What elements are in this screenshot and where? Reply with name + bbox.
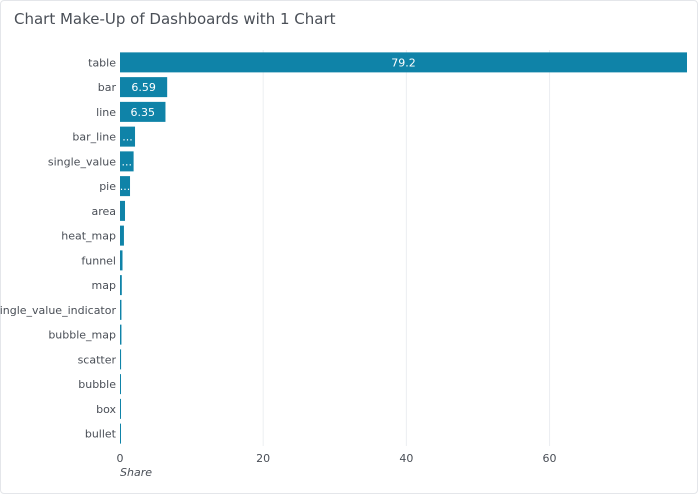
- data-label: ...: [122, 155, 133, 168]
- category-label: bullet: [85, 428, 117, 441]
- bar-table[interactable]: [120, 52, 687, 73]
- x-tick-label: 20: [256, 452, 270, 465]
- data-label: 6.35: [130, 106, 155, 119]
- category-label: funnel: [81, 254, 116, 267]
- bar-bullet[interactable]: [120, 423, 121, 444]
- data-label: ...: [120, 180, 131, 193]
- bar-bubble[interactable]: [120, 374, 121, 395]
- category-label: bar_line: [72, 131, 116, 144]
- category-label: single_value: [48, 155, 116, 168]
- chart-title: Chart Make-Up of Dashboards with 1 Chart: [14, 10, 336, 28]
- category-label: bubble: [78, 378, 116, 391]
- category-label: bubble_map: [48, 329, 116, 342]
- bar-box[interactable]: [120, 398, 121, 419]
- data-label: ...: [122, 131, 133, 144]
- data-label: 79.2: [391, 56, 416, 69]
- category-label: bar: [98, 81, 117, 94]
- bar-scatter[interactable]: [120, 349, 122, 370]
- category-label: box: [96, 403, 116, 416]
- category-label: map: [92, 279, 116, 292]
- category-label: line: [96, 106, 116, 119]
- category-label: area: [91, 205, 116, 218]
- x-tick-label: 60: [543, 452, 557, 465]
- category-label: table: [88, 56, 116, 69]
- bar-map[interactable]: [120, 275, 122, 296]
- x-tick-labels: 0 20 40 60: [117, 452, 557, 465]
- bar-funnel[interactable]: [120, 250, 123, 271]
- bar-single-value[interactable]: [120, 151, 134, 172]
- bar-line[interactable]: [120, 101, 166, 122]
- x-tick-label: 40: [399, 452, 413, 465]
- bar-heat-map[interactable]: [120, 225, 124, 246]
- data-label: 6.59: [131, 81, 156, 94]
- category-label: scatter: [78, 353, 117, 366]
- bar-bar-line[interactable]: [120, 126, 136, 147]
- grid-lines: [262, 50, 551, 446]
- bar-bar[interactable]: [120, 77, 168, 98]
- category-label: pie: [99, 180, 116, 193]
- bars: 79.2 6.59 6.35.........: [120, 52, 687, 444]
- bar-pie[interactable]: [120, 176, 131, 197]
- category-label: heat_map: [61, 230, 116, 243]
- bar-single-value-indicator[interactable]: [120, 299, 122, 320]
- bar-bubble-map[interactable]: [120, 324, 122, 345]
- bar-area[interactable]: [120, 200, 126, 221]
- x-axis-title: Share: [120, 466, 152, 479]
- category-label: single_value_indicator: [0, 304, 116, 317]
- x-tick-label: 0: [117, 452, 124, 465]
